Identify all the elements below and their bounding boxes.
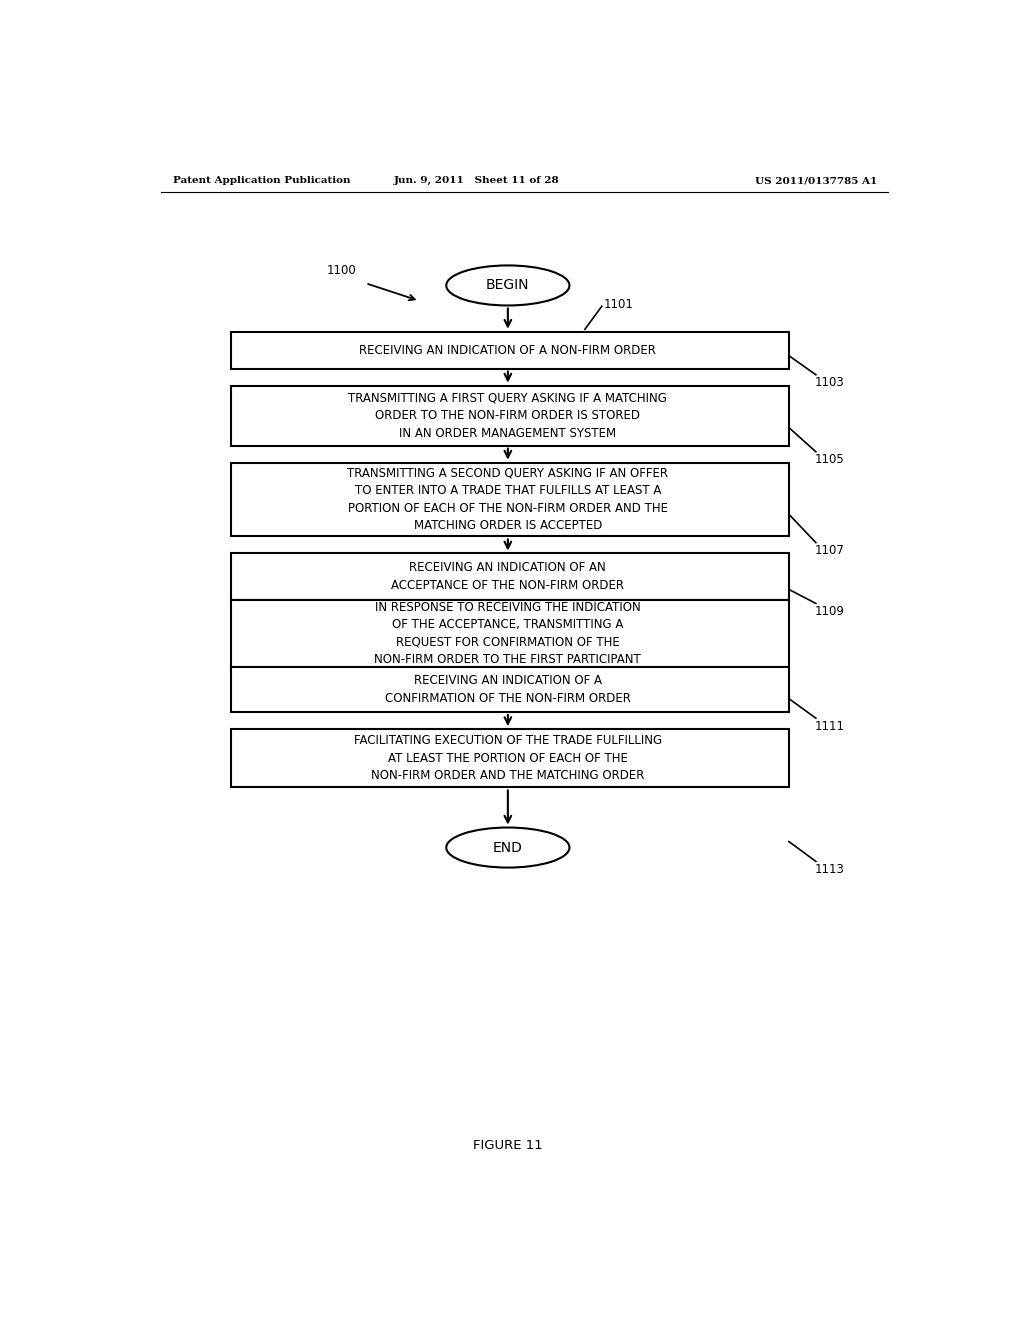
- Text: 1105: 1105: [814, 453, 844, 466]
- Text: Jun. 9, 2011   Sheet 11 of 28: Jun. 9, 2011 Sheet 11 of 28: [394, 176, 560, 185]
- Text: Patent Application Publication: Patent Application Publication: [173, 176, 350, 185]
- Text: FACILITATING EXECUTION OF THE TRADE FULFILLING
AT LEAST THE PORTION OF EACH OF T: FACILITATING EXECUTION OF THE TRADE FULF…: [354, 734, 662, 783]
- Ellipse shape: [446, 265, 569, 305]
- Text: BEGIN: BEGIN: [486, 279, 529, 293]
- Text: RECEIVING AN INDICATION OF A NON-FIRM ORDER: RECEIVING AN INDICATION OF A NON-FIRM OR…: [359, 343, 656, 356]
- Text: TRANSMITTING A FIRST QUERY ASKING IF A MATCHING
ORDER TO THE NON-FIRM ORDER IS S: TRANSMITTING A FIRST QUERY ASKING IF A M…: [348, 392, 668, 440]
- Text: IN RESPONSE TO RECEIVING THE INDICATION
OF THE ACCEPTANCE, TRANSMITTING A
REQUES: IN RESPONSE TO RECEIVING THE INDICATION …: [375, 601, 641, 667]
- Text: US 2011/0137785 A1: US 2011/0137785 A1: [756, 176, 878, 185]
- FancyBboxPatch shape: [230, 553, 788, 599]
- FancyBboxPatch shape: [230, 729, 788, 788]
- FancyBboxPatch shape: [230, 462, 788, 536]
- Text: 1101: 1101: [604, 298, 634, 312]
- Text: 1109: 1109: [814, 605, 844, 618]
- Text: FIGURE 11: FIGURE 11: [473, 1139, 543, 1152]
- FancyBboxPatch shape: [230, 668, 788, 711]
- Text: 1113: 1113: [814, 863, 844, 876]
- Text: 1100: 1100: [327, 264, 356, 277]
- Text: 1107: 1107: [814, 544, 844, 557]
- Text: TRANSMITTING A SECOND QUERY ASKING IF AN OFFER
TO ENTER INTO A TRADE THAT FULFIL: TRANSMITTING A SECOND QUERY ASKING IF AN…: [347, 467, 669, 532]
- Text: END: END: [493, 841, 523, 854]
- Text: RECEIVING AN INDICATION OF AN
ACCEPTANCE OF THE NON-FIRM ORDER: RECEIVING AN INDICATION OF AN ACCEPTANCE…: [391, 561, 625, 591]
- Text: 1103: 1103: [814, 376, 844, 389]
- FancyBboxPatch shape: [230, 331, 788, 368]
- Ellipse shape: [446, 828, 569, 867]
- Text: RECEIVING AN INDICATION OF A
CONFIRMATION OF THE NON-FIRM ORDER: RECEIVING AN INDICATION OF A CONFIRMATIO…: [385, 675, 631, 705]
- FancyBboxPatch shape: [230, 599, 788, 668]
- Text: 1111: 1111: [814, 719, 845, 733]
- FancyBboxPatch shape: [230, 385, 788, 446]
